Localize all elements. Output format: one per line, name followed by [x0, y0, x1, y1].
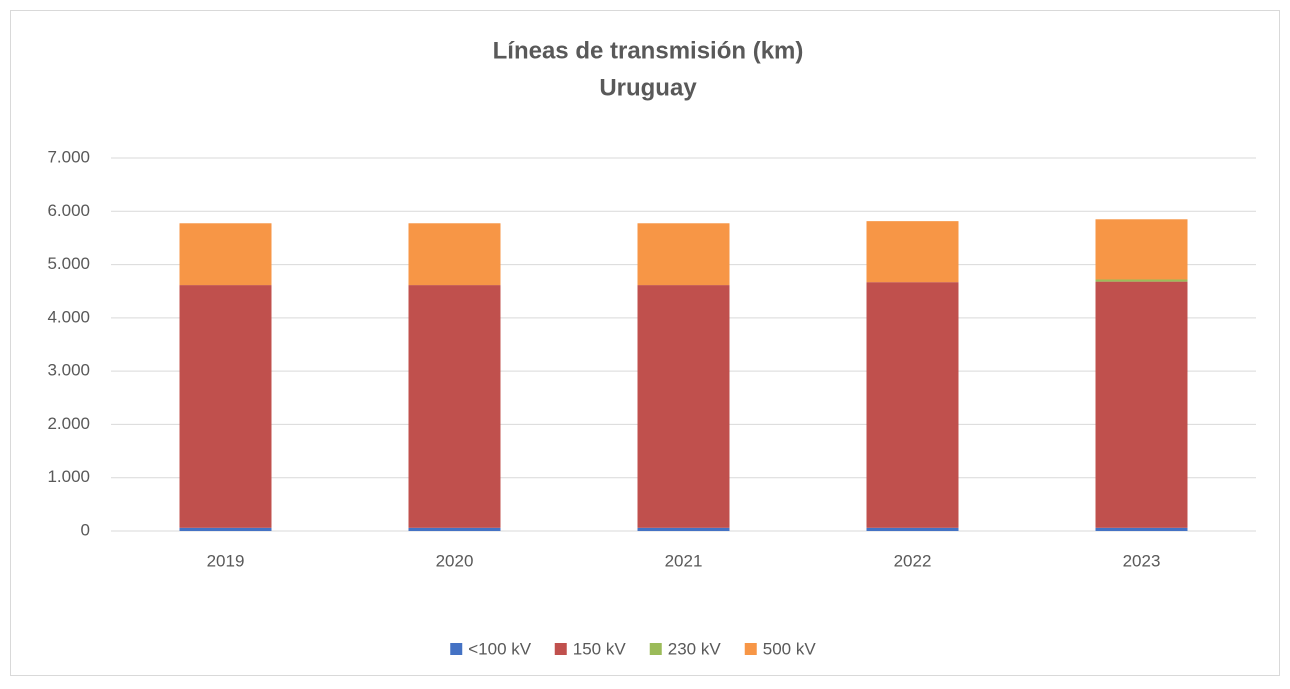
legend-label: 150 kV: [573, 639, 627, 658]
chart-title: Líneas de transmisión (km): [493, 37, 804, 64]
y-tick-label: 0: [81, 520, 90, 539]
y-tick-label: 2.000: [47, 414, 90, 433]
bar-segment: [408, 527, 501, 531]
bar-segment: [866, 282, 959, 528]
bar-segment: [1095, 527, 1188, 531]
y-tick-label: 5.000: [47, 254, 90, 273]
legend-swatch: [450, 643, 463, 655]
bar-segment: [179, 223, 272, 286]
bar-segment: [637, 223, 730, 286]
bar-segment: [1095, 219, 1188, 280]
y-tick-label: 6.000: [47, 201, 90, 220]
y-tick-label: 4.000: [47, 307, 90, 326]
legend-label: <100 kV: [468, 639, 532, 658]
bar-segment: [1095, 281, 1188, 528]
bar-segment: [179, 527, 272, 531]
chart-subtitle: Uruguay: [599, 74, 697, 101]
legend-swatch: [554, 643, 567, 655]
y-tick-label: 1.000: [47, 467, 90, 486]
legend-swatch: [649, 643, 662, 655]
x-tick-label: 2023: [1123, 551, 1161, 570]
x-tick-label: 2021: [665, 551, 703, 570]
bar-segment: [866, 527, 959, 531]
bar-segment: [408, 223, 501, 286]
bar-segment: [408, 285, 501, 528]
legend-swatch: [744, 643, 757, 655]
bar-segment: [179, 285, 272, 528]
bar-segment: [866, 221, 959, 283]
x-tick-label: 2022: [894, 551, 932, 570]
legend-label: 500 kV: [763, 639, 817, 658]
x-tick-label: 2019: [207, 551, 245, 570]
bar-segment: [1095, 279, 1188, 282]
bar-segment: [637, 527, 730, 531]
x-tick-label: 2020: [436, 551, 474, 570]
y-tick-label: 7.000: [47, 147, 90, 166]
y-tick-label: 3.000: [47, 361, 90, 380]
bar-segment: [637, 285, 730, 528]
legend-label: 230 kV: [668, 639, 722, 658]
